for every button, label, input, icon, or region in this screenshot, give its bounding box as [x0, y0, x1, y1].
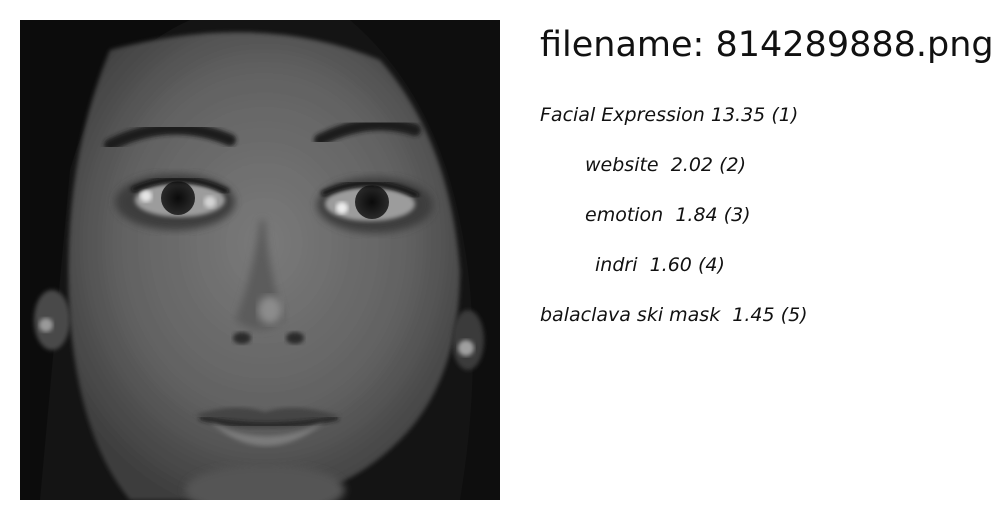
prediction-1: Facial Expression 13.35 (1) [540, 103, 798, 127]
prediction-score: 1.45 [732, 304, 775, 326]
prediction-label: balaclava ski mask [540, 304, 721, 326]
face-image [20, 20, 500, 500]
prediction-label: indri [595, 254, 638, 276]
face-photo [20, 20, 500, 500]
prediction-score: 2.02 [670, 154, 714, 176]
prediction-4: indri 1.60 (4) [595, 253, 725, 277]
prediction-score: 13.35 [710, 104, 766, 126]
prediction-rank: (4) [697, 254, 725, 276]
prediction-rank: (2) [719, 154, 746, 176]
prediction-rank: (5) [780, 304, 808, 326]
prediction-rank: (1) [771, 104, 799, 126]
prediction-label: Facial Expression [540, 104, 705, 126]
prediction-rank: (3) [723, 204, 751, 226]
prediction-label: emotion [585, 204, 664, 226]
prediction-5: balaclava ski mask 1.45 (5) [540, 303, 808, 327]
prediction-score: 1.84 [675, 204, 718, 226]
prediction-3: emotion 1.84 (3) [585, 203, 751, 227]
prediction-2: website 2.02 (2) [585, 153, 746, 177]
filename-label: filename: 814289888.png [540, 25, 994, 65]
prediction-label: website [585, 154, 659, 176]
prediction-score: 1.60 [649, 254, 692, 276]
